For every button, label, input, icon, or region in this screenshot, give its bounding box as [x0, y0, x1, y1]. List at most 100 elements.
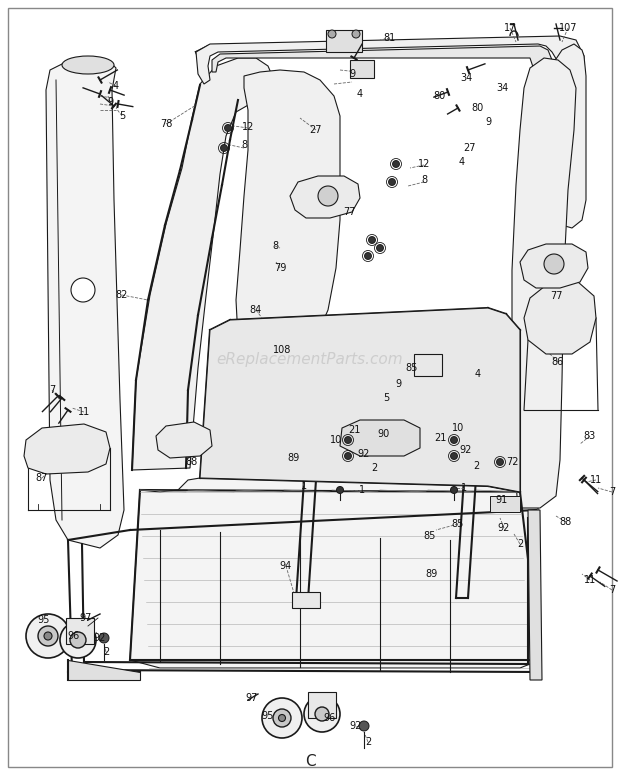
Text: 9: 9: [107, 97, 113, 107]
Text: 2: 2: [371, 463, 377, 473]
Circle shape: [44, 632, 52, 640]
Circle shape: [352, 30, 360, 38]
Text: 34: 34: [460, 73, 472, 83]
Text: 97: 97: [246, 693, 258, 703]
Text: 11: 11: [584, 575, 596, 585]
Circle shape: [221, 144, 228, 152]
Text: 10: 10: [330, 435, 342, 445]
Polygon shape: [524, 282, 596, 354]
Text: 7: 7: [609, 585, 615, 595]
Polygon shape: [520, 244, 588, 288]
Polygon shape: [340, 420, 420, 456]
Text: 7: 7: [49, 385, 55, 395]
Circle shape: [60, 622, 96, 658]
Ellipse shape: [62, 56, 114, 74]
Polygon shape: [512, 58, 576, 508]
Text: 90: 90: [378, 429, 390, 439]
Circle shape: [497, 458, 503, 465]
Text: 21: 21: [348, 425, 360, 435]
Text: 27: 27: [310, 125, 322, 135]
Text: 91: 91: [496, 495, 508, 505]
Text: 86: 86: [552, 357, 564, 367]
Text: 92: 92: [498, 523, 510, 533]
Circle shape: [38, 626, 58, 646]
Circle shape: [544, 254, 564, 274]
Text: 95: 95: [262, 711, 274, 721]
Text: 2: 2: [517, 539, 523, 549]
Circle shape: [345, 437, 352, 444]
Text: 92: 92: [94, 633, 106, 643]
Polygon shape: [130, 478, 540, 668]
Circle shape: [273, 709, 291, 727]
Text: 92: 92: [358, 449, 370, 459]
Circle shape: [224, 124, 231, 131]
Circle shape: [365, 252, 371, 259]
Bar: [414, 354, 442, 376]
Text: 89: 89: [426, 569, 438, 579]
Text: 10: 10: [452, 423, 464, 433]
Text: 12: 12: [242, 122, 254, 132]
Polygon shape: [46, 62, 124, 548]
Polygon shape: [132, 58, 274, 470]
Circle shape: [99, 633, 109, 643]
Text: 96: 96: [324, 713, 336, 723]
Text: 108: 108: [273, 345, 291, 355]
Text: 4: 4: [113, 81, 119, 91]
Text: 17: 17: [504, 23, 516, 33]
Circle shape: [278, 715, 285, 722]
Text: 83: 83: [584, 431, 596, 441]
Text: 9: 9: [485, 117, 491, 127]
Bar: [490, 496, 520, 512]
Text: 4: 4: [459, 157, 465, 167]
Circle shape: [26, 614, 70, 658]
Text: 80: 80: [434, 91, 446, 101]
Text: 21: 21: [434, 433, 446, 443]
Text: 1: 1: [301, 481, 307, 491]
Circle shape: [451, 452, 458, 459]
Circle shape: [71, 278, 95, 302]
Polygon shape: [200, 308, 520, 492]
Text: 92: 92: [350, 721, 362, 731]
Circle shape: [70, 632, 86, 648]
Text: 5: 5: [119, 111, 125, 121]
Circle shape: [262, 698, 302, 738]
Text: 84: 84: [250, 305, 262, 315]
Polygon shape: [156, 422, 212, 458]
Circle shape: [368, 237, 376, 244]
Text: 11: 11: [590, 475, 602, 485]
Text: 77: 77: [550, 291, 562, 301]
Bar: [292, 592, 320, 608]
Text: 77: 77: [343, 207, 355, 217]
Circle shape: [315, 707, 329, 721]
Text: 89: 89: [288, 453, 300, 463]
Bar: [308, 692, 336, 718]
Text: 2: 2: [365, 737, 371, 747]
Circle shape: [345, 452, 352, 459]
Polygon shape: [290, 176, 360, 218]
Text: 80: 80: [472, 103, 484, 113]
Text: 85: 85: [424, 531, 436, 541]
Text: 11: 11: [78, 407, 90, 417]
Text: 95: 95: [38, 615, 50, 625]
Text: 97: 97: [80, 613, 92, 623]
Text: 1: 1: [359, 485, 365, 495]
Circle shape: [451, 437, 458, 444]
Text: 88: 88: [186, 457, 198, 467]
Polygon shape: [196, 36, 584, 84]
Text: 88: 88: [560, 517, 572, 527]
Polygon shape: [68, 660, 140, 680]
Text: 7: 7: [609, 487, 615, 497]
Circle shape: [304, 696, 340, 732]
Text: 94: 94: [280, 561, 292, 571]
Polygon shape: [552, 44, 586, 228]
Polygon shape: [212, 46, 552, 76]
Text: 96: 96: [68, 631, 80, 641]
Circle shape: [392, 161, 399, 167]
Text: 82: 82: [116, 290, 128, 300]
Text: C: C: [304, 754, 316, 769]
Text: 87: 87: [36, 473, 48, 483]
Bar: [66, 618, 94, 644]
Text: 2: 2: [473, 461, 479, 471]
Polygon shape: [528, 510, 542, 680]
Text: 72: 72: [506, 457, 518, 467]
